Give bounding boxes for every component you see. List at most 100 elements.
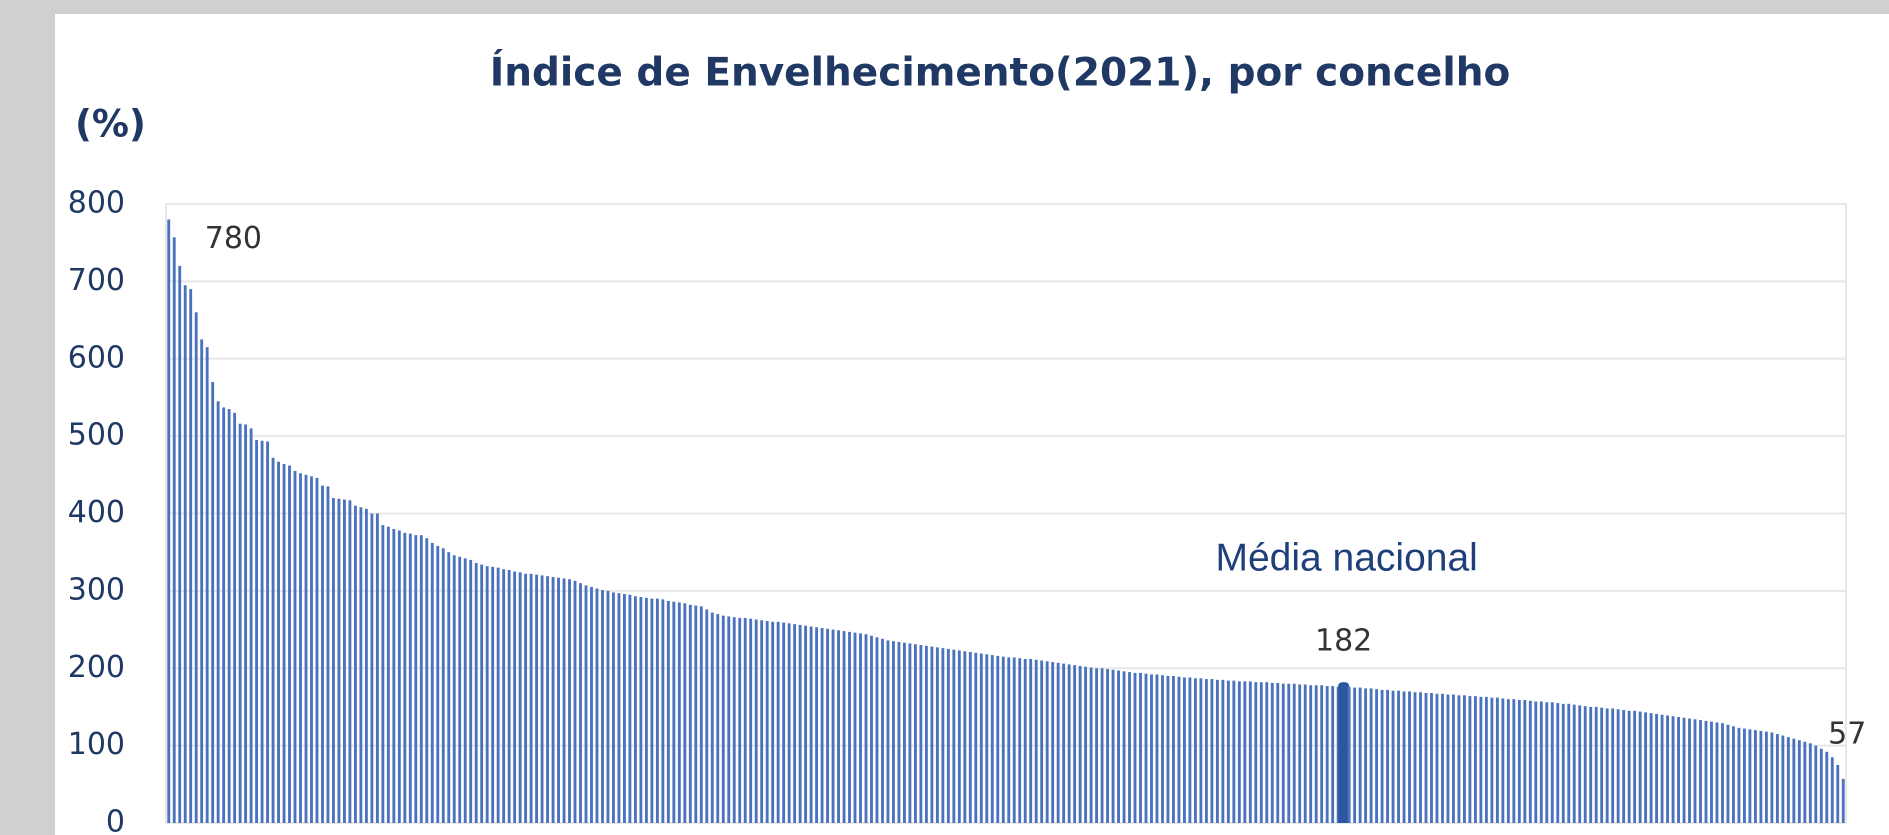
bar (974, 652, 978, 823)
bar (1172, 675, 1175, 823)
bar (1078, 665, 1082, 823)
bar (1325, 686, 1329, 823)
bar (1177, 676, 1181, 823)
bar (771, 621, 775, 823)
bar (990, 655, 994, 823)
bar (1726, 724, 1730, 823)
bar (1073, 665, 1077, 823)
bar (1040, 660, 1044, 823)
bar (1056, 662, 1060, 823)
bar (1732, 726, 1735, 823)
bar (1517, 699, 1521, 823)
bar (178, 265, 182, 823)
bar (1759, 730, 1763, 823)
bar (590, 587, 593, 823)
bar (754, 619, 758, 823)
bar (540, 575, 544, 823)
bar (1193, 678, 1197, 823)
bar (787, 623, 791, 823)
bar (238, 423, 242, 823)
y-tick-label: 700 (68, 263, 125, 298)
bar (1589, 706, 1593, 823)
bar (1594, 706, 1598, 823)
bar (397, 530, 401, 823)
bar (633, 596, 637, 823)
bar (1402, 691, 1406, 823)
bar (798, 624, 802, 823)
bar (1743, 728, 1746, 823)
bar (677, 602, 681, 823)
bar (1545, 702, 1549, 823)
bar (1089, 667, 1093, 823)
bar (760, 620, 764, 823)
bar (1012, 657, 1016, 823)
bar (776, 621, 780, 823)
bar (419, 535, 423, 823)
bar (639, 597, 643, 823)
bar (1045, 661, 1049, 823)
bar (1155, 674, 1159, 823)
bar (1369, 688, 1373, 823)
bar (1495, 697, 1499, 823)
bar (321, 485, 324, 823)
bar (908, 643, 912, 823)
bar (1611, 708, 1615, 823)
bar (1111, 669, 1115, 823)
bar (1830, 757, 1834, 823)
bar (1627, 710, 1631, 823)
bar (1638, 711, 1642, 823)
bar (1001, 656, 1005, 823)
bar (425, 538, 429, 823)
bar (1770, 732, 1774, 823)
bar (606, 590, 610, 823)
bar (1133, 672, 1137, 823)
bar (1122, 671, 1126, 823)
bar (1819, 748, 1823, 823)
bar (1479, 696, 1483, 823)
bar (293, 470, 297, 823)
bar (194, 312, 198, 823)
bar (1204, 679, 1208, 823)
bar (672, 601, 676, 823)
bar (655, 598, 659, 823)
bar (963, 651, 967, 823)
y-tick-label: 100 (68, 727, 125, 762)
bar (1188, 677, 1192, 823)
bar (595, 588, 599, 823)
bar (721, 615, 725, 823)
bar (688, 604, 692, 823)
bar (348, 500, 352, 823)
bar (491, 566, 495, 823)
bar (249, 428, 253, 823)
bar (1441, 693, 1444, 823)
bar (1095, 668, 1099, 823)
bar (650, 598, 654, 823)
bar (304, 474, 308, 823)
bar (881, 638, 884, 823)
bar (661, 599, 665, 823)
bar (579, 583, 582, 823)
bar (886, 640, 890, 823)
bar (1792, 738, 1796, 823)
bar (447, 552, 451, 823)
bar (935, 647, 939, 823)
bar (985, 654, 989, 823)
bar (957, 650, 961, 823)
bar (288, 465, 291, 823)
bar (386, 526, 390, 823)
bar (172, 237, 176, 824)
bar (996, 655, 1000, 823)
bar (463, 558, 467, 823)
bar (1243, 681, 1247, 823)
bar (452, 555, 456, 823)
bar (370, 513, 374, 823)
y-tick-label: 500 (68, 418, 125, 453)
bar (859, 633, 862, 823)
bar (1677, 716, 1680, 823)
chart-title: Índice de Envelhecimento(2021), por conc… (490, 49, 1511, 96)
bar (584, 585, 588, 823)
bar (1259, 682, 1263, 823)
bar (1265, 682, 1269, 823)
bar (1161, 675, 1164, 823)
data-label: 57 (1828, 716, 1866, 751)
